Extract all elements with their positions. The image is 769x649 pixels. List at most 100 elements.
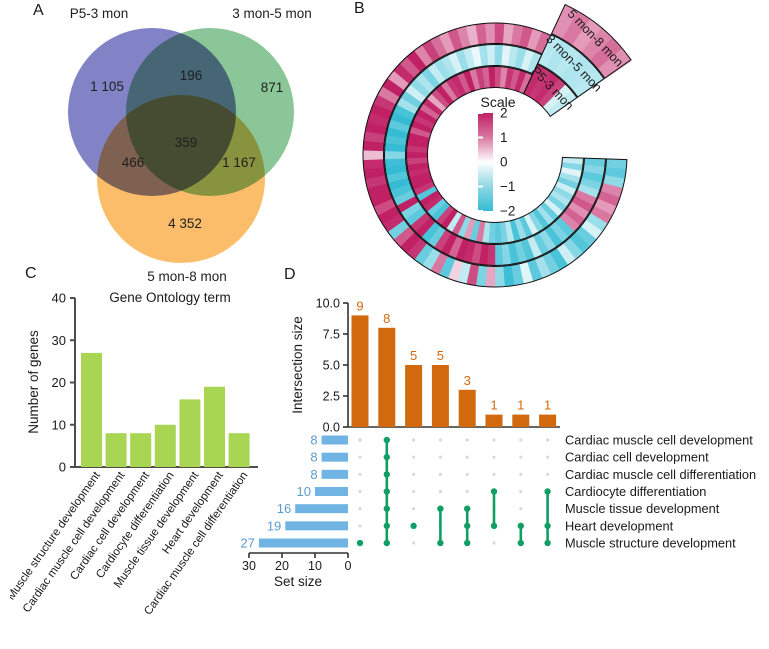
intersection-bar-value: 1 xyxy=(517,398,524,413)
set-size-bar xyxy=(321,435,348,445)
upset-row-label: Muscle structure development xyxy=(565,536,736,551)
go-chart-ytick: 0 xyxy=(59,460,66,475)
matrix-member-dot xyxy=(383,505,390,512)
set-size-xtick: 10 xyxy=(308,559,322,573)
matrix-empty-dot xyxy=(465,472,469,476)
set-size-xtick: 30 xyxy=(242,559,256,573)
matrix-member-dot xyxy=(437,505,444,512)
matrix-empty-dot xyxy=(492,541,496,545)
matrix-member-dot xyxy=(490,522,498,530)
matrix-member-dot xyxy=(383,522,390,530)
matrix-empty-dot xyxy=(519,472,523,476)
go-bar xyxy=(204,386,225,467)
matrix-member-dot xyxy=(517,522,524,530)
matrix-empty-dot xyxy=(438,472,442,476)
matrix-member-dot xyxy=(383,488,390,495)
intersection-ytick: 5.0 xyxy=(323,359,340,373)
matrix-empty-dot xyxy=(546,438,550,442)
heatmap-ring-2 xyxy=(384,33,606,266)
intersection-ytick: 7.5 xyxy=(323,328,340,342)
go-category-label: Cardiac muscle cell development xyxy=(21,469,128,615)
set-size-value: 8 xyxy=(310,467,317,482)
intersection-bar xyxy=(458,389,476,427)
matrix-empty-dot xyxy=(465,489,469,494)
matrix-member-dot xyxy=(490,488,498,495)
venn-count-p53-and-35: 196 xyxy=(180,68,203,83)
matrix-empty-dot xyxy=(519,455,523,459)
intersection-ytick: 0.0 xyxy=(323,421,340,435)
set-size-value: 27 xyxy=(240,536,254,551)
intersection-bar-value: 9 xyxy=(356,298,363,313)
upset-row-label: Cardiac muscle cell development xyxy=(565,433,753,448)
go-bar xyxy=(179,399,201,467)
intersection-bar-value: 8 xyxy=(383,311,390,326)
panel-d-letter: D xyxy=(284,266,296,283)
heatmap-ring-1 xyxy=(362,3,632,288)
matrix-empty-dot xyxy=(358,455,362,459)
venn-count-only-p5-3mon: 1 105 xyxy=(90,79,124,94)
venn-diagram: P5-3 mon 3 mon-5 mon 5 mon-8 mon 1 105 196 87… xyxy=(68,6,312,284)
matrix-empty-dot xyxy=(412,507,416,511)
matrix-empty-dot xyxy=(412,541,416,545)
venn-set-label-3mon-5mon: 3 mon-5 mon xyxy=(232,6,312,21)
matrix-member-dot xyxy=(437,539,444,547)
panel-c-letter: C xyxy=(25,265,37,282)
set-size-value: 19 xyxy=(267,518,281,533)
panel-a-letter: A xyxy=(33,2,44,19)
upset-row-label: Cardiocyte differentiation xyxy=(565,484,706,499)
matrix-empty-dot xyxy=(358,489,362,494)
intersection-axis-label: Intersection size xyxy=(290,316,305,414)
go-chart-ytick: 40 xyxy=(52,291,66,306)
set-size-value: 16 xyxy=(277,501,291,516)
set-size-bar xyxy=(321,452,348,462)
venn-count-35-and-58: 1 167 xyxy=(222,155,256,170)
matrix-empty-dot xyxy=(492,438,496,442)
intersection-ytick: 10.0 xyxy=(316,297,340,311)
matrix-member-dot xyxy=(356,539,364,547)
matrix-empty-dot xyxy=(546,472,550,476)
matrix-empty-dot xyxy=(438,489,442,494)
set-size-bar xyxy=(295,504,348,514)
matrix-member-dot xyxy=(464,505,471,512)
matrix-empty-dot xyxy=(412,455,416,459)
matrix-empty-dot xyxy=(519,489,523,494)
panel-b-letter: B xyxy=(354,0,365,17)
intersection-bar-value: 1 xyxy=(544,398,551,413)
set-size-axis-label: Set size xyxy=(274,574,322,589)
intersection-bar xyxy=(431,365,449,427)
intersection-bar-value: 5 xyxy=(437,348,444,363)
scale-legend-title: Scale xyxy=(480,94,515,110)
set-size-bar xyxy=(321,469,348,479)
go-bar xyxy=(81,352,102,467)
intersection-bar xyxy=(512,414,530,427)
set-size-value: 8 xyxy=(310,433,317,448)
matrix-empty-dot xyxy=(358,472,362,476)
venn-count-p53-and-58: 466 xyxy=(122,155,145,170)
scale-legend-tick: 2 xyxy=(500,106,508,121)
set-size-xtick: 0 xyxy=(345,559,352,573)
matrix-member-dot xyxy=(410,522,417,530)
circular-heatmap-panel: 5 mon-8 mon 3 mon-5 mon P5-3 mon Scale 2 1 0 −1… xyxy=(330,0,769,310)
set-size-xtick: 20 xyxy=(275,559,289,573)
matrix-empty-dot xyxy=(438,455,442,459)
go-chart-ytick: 30 xyxy=(52,333,66,348)
intersection-ytick: 2.5 xyxy=(323,390,340,404)
go-chart-ytick: 20 xyxy=(52,375,66,390)
matrix-empty-dot xyxy=(412,489,416,494)
venn-count-only-5mon-8mon: 4 352 xyxy=(168,216,202,231)
venn-count-all-three: 359 xyxy=(175,135,198,150)
go-bar-chart-panel: Gene Ontology term Number of genes 0 10 20 30… xyxy=(5,285,310,649)
heatmap-ring-3 xyxy=(406,63,584,244)
intersection-bar xyxy=(405,365,423,427)
set-size-bar xyxy=(258,538,348,548)
venn-set-label-p5-3mon: P5-3 mon xyxy=(70,6,129,21)
upset-row-label: Muscle tissue development xyxy=(565,501,720,516)
matrix-member-dot xyxy=(517,539,524,547)
intersection-bar-value: 1 xyxy=(490,398,497,413)
intersection-bar xyxy=(539,414,557,427)
matrix-empty-dot xyxy=(492,455,496,459)
upset-row-label: Heart development xyxy=(565,518,674,533)
set-size-value: 8 xyxy=(310,450,317,465)
intersection-bar-value: 5 xyxy=(410,348,417,363)
